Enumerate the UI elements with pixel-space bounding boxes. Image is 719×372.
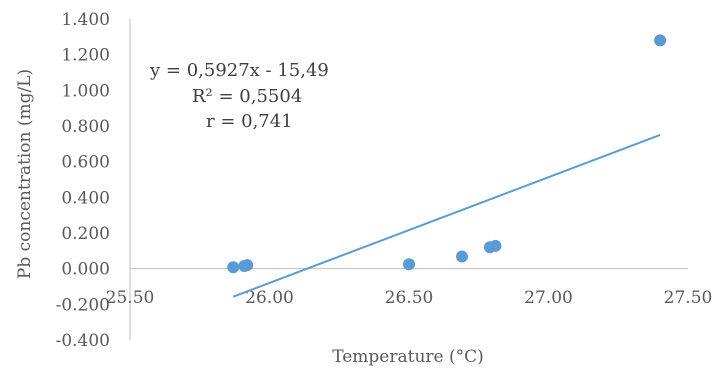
y-tick-label: 0.800 [61,117,110,137]
data-point [403,258,415,271]
x-axis-title: Temperature (°C) [332,347,484,367]
y-tick-label: -0.400 [56,331,110,351]
y-tick-label: 1.000 [61,81,110,101]
x-axis-ticks: 25.50 26.00 26.50 27.00 27.50 [106,288,713,308]
data-point [489,239,502,252]
y-axis-ticks: -0.400 -0.200 0.000 0.200 0.400 0.600 0.800 1.0… [56,10,110,351]
trendline [232,133,661,298]
x-tick-label: 27.50 [664,288,713,308]
x-tick-label: 27.00 [524,288,573,308]
data-point [654,34,667,47]
data-point [456,250,469,263]
x-tick-label: 26.00 [245,288,294,308]
y-tick-label: 1.400 [61,10,110,30]
y-tick-label: 0.600 [61,153,110,173]
data-point [227,261,240,274]
y-tick-label: 0.200 [61,224,110,244]
y-tick-label: 0.000 [61,260,110,280]
y-axis-title: Pb concentration (mg/L) [15,69,35,279]
equation-line: r = 0,741 [206,111,293,132]
data-point [241,259,254,272]
y-tick-label: 1.200 [61,46,110,66]
trendline-group [232,133,661,298]
equation-line: R² = 0,5504 [192,86,302,107]
data-points [227,34,667,274]
equation-annotations: y = 0,5927x - 15,49 R² = 0,5504 r = 0,741 [149,60,329,132]
x-tick-label: 25.50 [106,288,155,308]
y-tick-label: 0.400 [61,188,110,208]
x-tick-label: 26.50 [385,288,434,308]
equation-line: y = 0,5927x - 15,49 [149,60,329,81]
y-tick-label: -0.200 [56,295,110,315]
